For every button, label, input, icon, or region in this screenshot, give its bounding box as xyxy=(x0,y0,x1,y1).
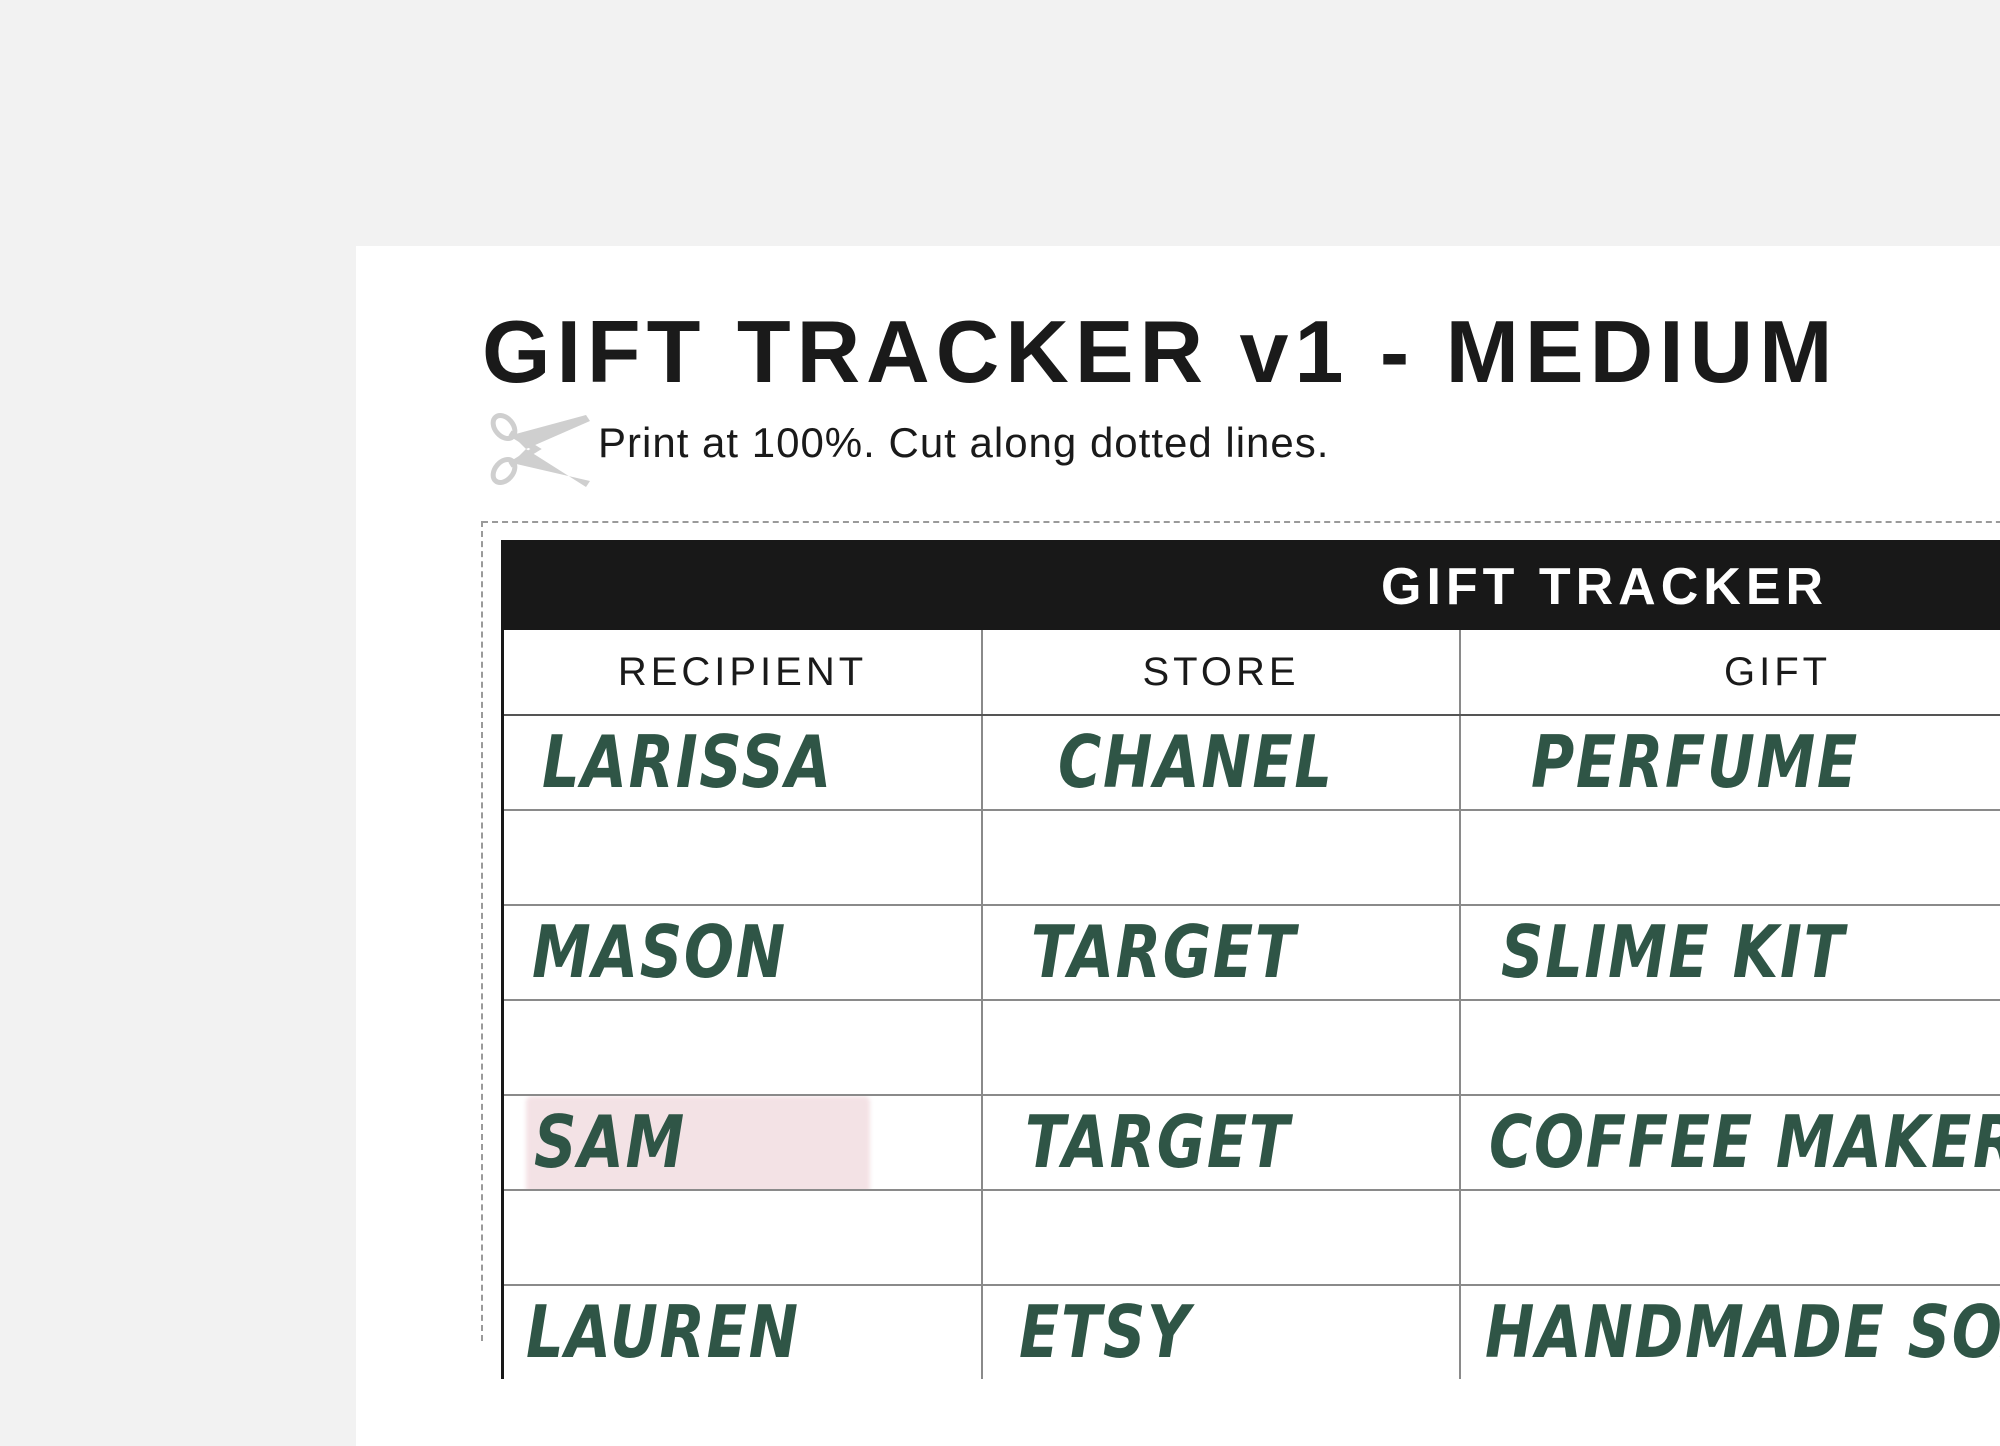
cut-line-top xyxy=(482,521,2000,523)
printable-page xyxy=(356,246,2000,1446)
column-header-gift: GIFT xyxy=(1724,650,1832,694)
table-row xyxy=(504,1191,2000,1286)
print-instruction: Print at 100%. Cut along dotted lines. xyxy=(598,419,1330,466)
table-row: MASON TARGET SLIME KIT xyxy=(504,906,2000,1001)
column-header-store: STORE xyxy=(983,630,1461,714)
store-cell: ETSY xyxy=(1019,1290,1192,1374)
table-row: SAM TARGET COFFEE MAKER xyxy=(504,1096,2000,1191)
table-row xyxy=(504,811,2000,906)
highlight-mark xyxy=(526,1096,870,1189)
table-row xyxy=(504,1001,2000,1096)
table-title: GIFT TRACKER xyxy=(1381,558,1829,616)
column-header-row: RECIPIENT STORE GIFT xyxy=(504,630,2000,716)
gift-tracker-table: GIFT TRACKER RECIPIENT STORE GIFT LARISS… xyxy=(501,540,2000,1379)
gift-cell: SLIME KIT xyxy=(1501,910,1846,994)
gift-cell: HANDMADE SOAP xyxy=(1485,1290,2000,1374)
recipient-cell: MASON xyxy=(532,910,787,994)
recipient-cell: LARISSA xyxy=(542,720,833,804)
gift-cell: COFFEE MAKER xyxy=(1489,1100,2000,1184)
scissors-icon xyxy=(490,412,590,487)
store-cell: TARGET xyxy=(1025,1100,1291,1184)
recipient-cell: LAUREN xyxy=(526,1290,800,1374)
table-row: LARISSA CHANEL PERFUME xyxy=(504,716,2000,811)
table-header: GIFT TRACKER xyxy=(501,540,2000,630)
recipient-cell: SAM xyxy=(534,1100,686,1184)
gift-cell: PERFUME xyxy=(1531,720,1859,804)
store-cell: CHANEL xyxy=(1058,720,1334,804)
column-header-recipient: RECIPIENT xyxy=(504,630,983,714)
page-title: GIFT TRACKER v1 - MEDIUM xyxy=(482,302,1839,401)
table-row: LAUREN ETSY HANDMADE SOAP xyxy=(504,1286,2000,1379)
cut-line-left xyxy=(481,521,483,1341)
store-cell: TARGET xyxy=(1031,910,1297,994)
